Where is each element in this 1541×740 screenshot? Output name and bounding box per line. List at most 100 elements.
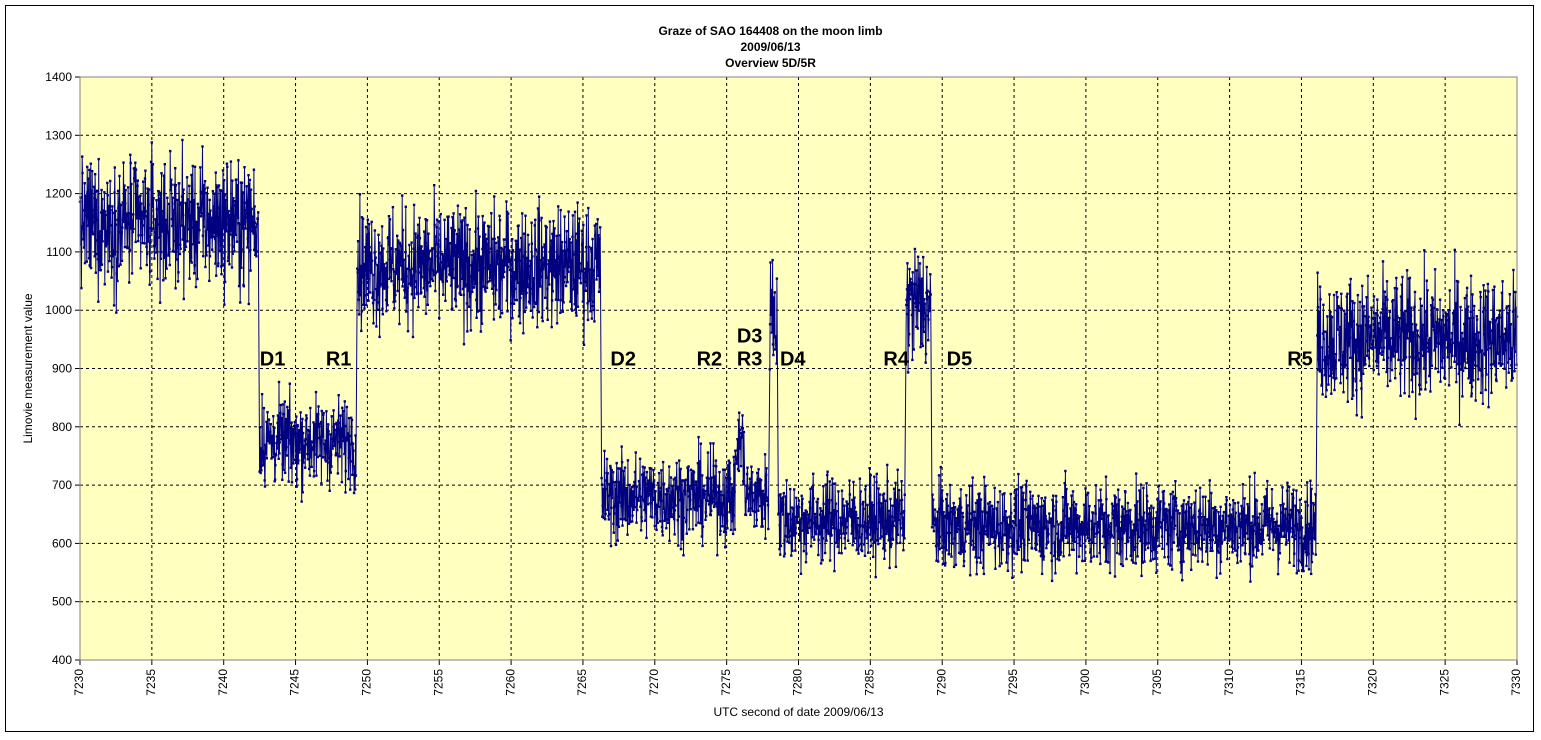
data-point <box>1377 322 1380 325</box>
data-point <box>701 474 704 477</box>
data-point <box>1100 504 1103 508</box>
data-point <box>1053 541 1056 544</box>
data-point <box>707 503 711 506</box>
data-point <box>128 281 131 284</box>
data-point <box>623 476 626 479</box>
data-point <box>878 493 882 496</box>
data-point <box>920 277 924 280</box>
data-point <box>88 168 91 172</box>
data-point <box>407 267 411 270</box>
data-point <box>237 284 241 288</box>
data-point <box>324 460 328 463</box>
data-point <box>1344 328 1348 331</box>
data-point <box>445 280 448 283</box>
data-point <box>811 486 814 489</box>
data-point <box>309 455 313 459</box>
data-point <box>1226 557 1229 561</box>
data-point <box>1205 550 1208 553</box>
data-point <box>152 197 155 200</box>
data-point <box>514 278 518 281</box>
data-point <box>1514 290 1517 294</box>
data-point <box>814 532 818 536</box>
data-point <box>1246 532 1249 535</box>
data-point <box>180 224 183 227</box>
data-point <box>432 273 436 277</box>
data-point <box>1492 363 1495 366</box>
data-point <box>571 309 574 312</box>
data-point <box>1486 326 1489 329</box>
data-point <box>114 223 118 226</box>
data-point <box>292 424 296 428</box>
data-point <box>255 250 258 253</box>
data-point <box>467 256 470 259</box>
data-point <box>942 511 945 514</box>
data-point <box>939 498 943 501</box>
data-point <box>1169 516 1173 519</box>
data-point <box>1167 533 1171 537</box>
data-point <box>800 494 803 497</box>
data-point <box>272 450 275 454</box>
data-point <box>1360 416 1363 419</box>
data-point <box>1062 555 1065 558</box>
data-point <box>533 301 536 304</box>
data-point <box>424 312 428 315</box>
data-point <box>559 248 563 251</box>
data-point <box>902 510 906 513</box>
data-point <box>415 291 419 295</box>
data-point <box>517 315 521 318</box>
data-point <box>896 468 899 471</box>
data-point <box>969 522 973 526</box>
data-point <box>1250 521 1253 524</box>
data-point <box>668 539 671 543</box>
data-point <box>630 505 633 508</box>
data-point <box>294 435 297 438</box>
data-point <box>993 486 996 490</box>
data-point <box>881 526 884 529</box>
data-point <box>1123 514 1126 518</box>
data-point <box>1133 523 1136 526</box>
data-point <box>1225 496 1228 499</box>
data-point <box>893 491 896 495</box>
data-point <box>1173 527 1176 530</box>
data-point <box>938 547 941 551</box>
data-point <box>1353 351 1356 354</box>
data-point <box>1216 539 1219 542</box>
data-point <box>1002 517 1005 520</box>
data-point <box>87 257 91 260</box>
data-point <box>1480 349 1483 352</box>
data-point <box>787 512 790 516</box>
data-point <box>778 547 781 551</box>
data-point <box>491 269 494 272</box>
data-point <box>544 265 548 268</box>
data-point <box>1484 345 1488 348</box>
data-point <box>873 541 876 544</box>
data-point <box>909 282 912 285</box>
data-point <box>1411 390 1414 394</box>
data-point <box>508 249 511 252</box>
data-point <box>528 302 531 305</box>
data-point <box>1005 561 1008 564</box>
data-point <box>1345 295 1348 298</box>
data-point <box>1269 528 1273 531</box>
data-point <box>326 427 329 430</box>
data-point <box>1187 496 1191 499</box>
data-point <box>1271 507 1274 510</box>
data-point <box>340 427 343 430</box>
data-point <box>1474 350 1478 354</box>
data-point <box>900 480 903 483</box>
data-point <box>590 248 593 251</box>
data-point <box>783 552 786 555</box>
data-point <box>238 258 242 262</box>
data-point <box>756 471 759 475</box>
data-point <box>506 310 509 313</box>
data-point <box>1298 536 1301 539</box>
data-point <box>145 245 148 248</box>
data-point <box>998 564 1001 568</box>
data-point <box>1422 367 1426 370</box>
data-point <box>425 219 429 222</box>
data-point <box>997 523 1000 526</box>
data-point <box>799 521 802 524</box>
data-point <box>1360 387 1363 390</box>
data-point <box>835 539 839 543</box>
data-point <box>381 313 384 316</box>
